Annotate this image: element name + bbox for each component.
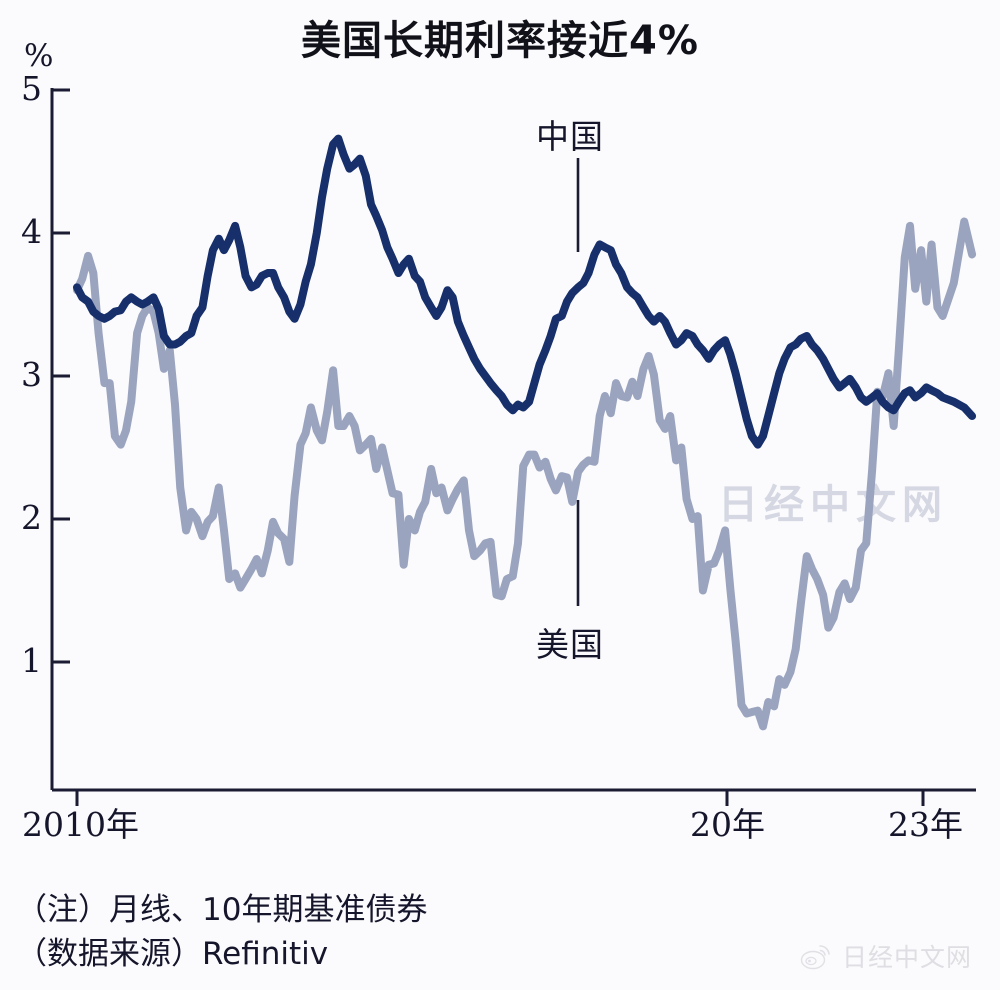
series-label-china: 中国 (536, 117, 604, 156)
x-tick-label-2020: 20年 (690, 805, 765, 844)
y-tick-label-4: 4 (21, 212, 42, 251)
y-axis-ticks (52, 88, 70, 664)
series-path-usa (73, 217, 977, 731)
y-tick-label-1: 1 (21, 641, 42, 680)
note-line-2: （数据来源）Refinitiv (16, 936, 329, 972)
page-title: 美国长期利率接近4% (301, 18, 699, 64)
x-axis-ticks (75, 790, 925, 806)
note-line-1: （注）月线、10年期基准债券 (16, 892, 428, 928)
axis-lines (50, 88, 976, 792)
data-series-layer (73, 134, 977, 731)
series-path-china (73, 134, 977, 449)
y-tick-label-3: 3 (21, 355, 42, 394)
y-tick-label-5: 5 (21, 69, 42, 108)
y-axis-unit-label: % (24, 38, 54, 74)
x-tick-label-2023: 23年 (888, 805, 963, 844)
y-tick-label-2: 2 (21, 498, 42, 537)
series-label-usa: 美国 (536, 625, 604, 664)
x-tick-label-2010: 2010年 (22, 805, 139, 844)
